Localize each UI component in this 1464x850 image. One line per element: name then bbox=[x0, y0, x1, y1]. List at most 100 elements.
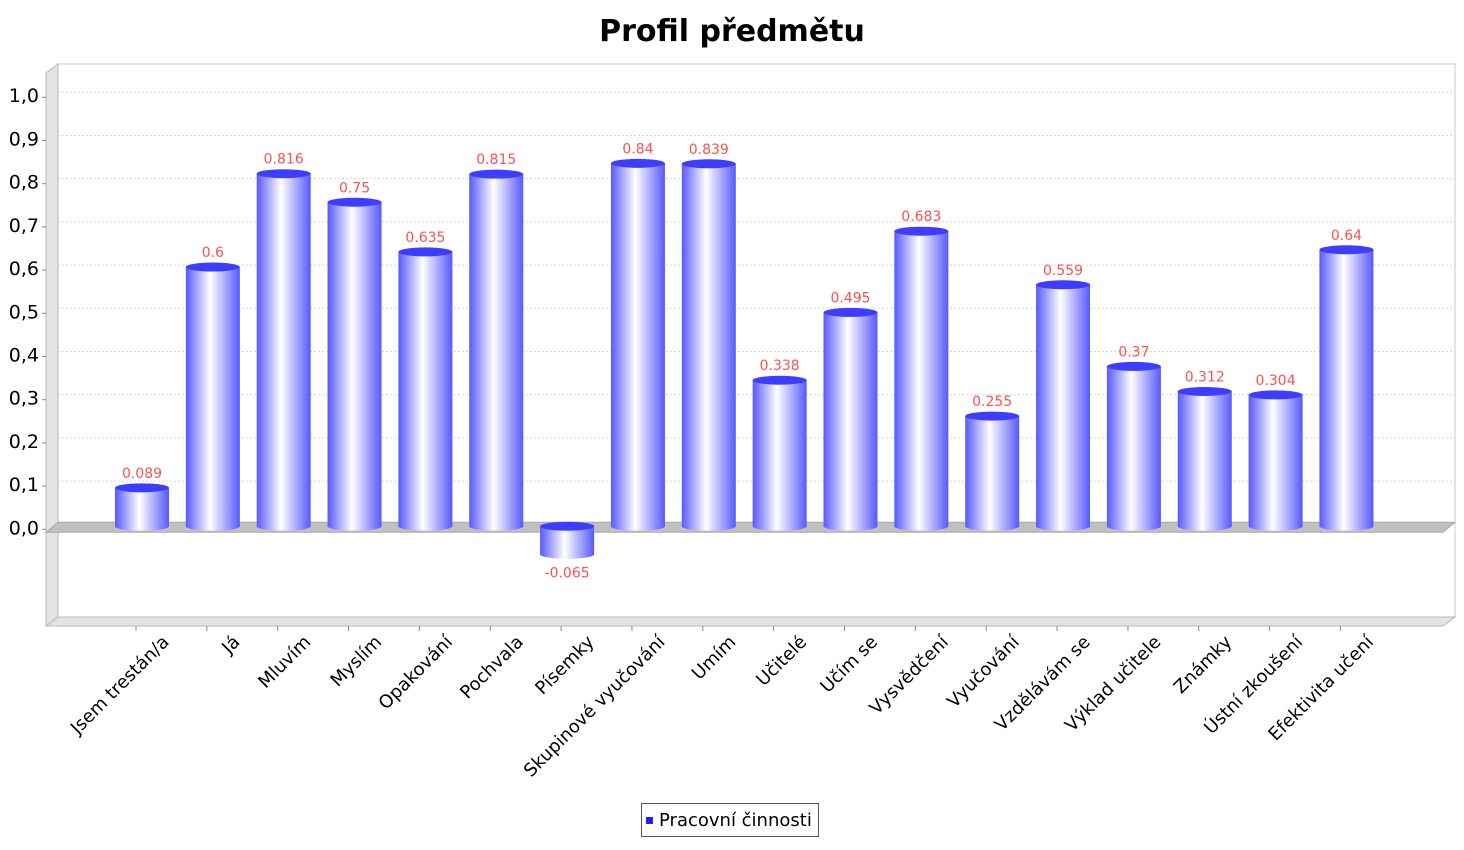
x-tick-label: Učím se bbox=[816, 632, 882, 698]
y-tick-label: 0,1 bbox=[9, 474, 39, 496]
x-tick-label: Myslím bbox=[327, 632, 386, 691]
bar-cap bbox=[1319, 245, 1374, 255]
bar-body bbox=[752, 380, 807, 527]
bar-base bbox=[469, 521, 524, 531]
bar-base bbox=[115, 521, 169, 531]
value-label: 0.37 bbox=[1118, 344, 1149, 360]
value-label: 0.635 bbox=[405, 230, 445, 246]
value-label: 0.338 bbox=[760, 358, 800, 374]
bar bbox=[1319, 245, 1374, 531]
bar-body bbox=[398, 251, 453, 527]
value-labels: 0.089 0.6 0.816 0.75 0.635 0.815 -0.065 0.84 0.8… bbox=[122, 141, 1362, 581]
value-label: 0.64 bbox=[1331, 228, 1362, 244]
y-tick-label: 0,7 bbox=[9, 215, 39, 237]
bar-cap bbox=[1248, 390, 1303, 400]
x-tick-label: Já bbox=[217, 632, 244, 659]
zero-plane bbox=[44, 521, 1457, 533]
bar-cap bbox=[965, 411, 1020, 421]
y-tick-label: 1,0 bbox=[9, 85, 39, 107]
y-tick-label: 0,2 bbox=[9, 431, 39, 453]
bar bbox=[540, 521, 595, 559]
value-label: 0.839 bbox=[689, 142, 729, 158]
value-label: 0.815 bbox=[476, 152, 516, 168]
bar-cap bbox=[540, 521, 595, 531]
value-label: 0.683 bbox=[901, 209, 941, 225]
bar bbox=[398, 247, 453, 531]
left-wall bbox=[45, 63, 59, 627]
bar-body bbox=[1036, 284, 1091, 527]
bar-cap bbox=[398, 247, 453, 257]
bar-base bbox=[681, 521, 736, 531]
bar-base bbox=[610, 521, 665, 531]
bar bbox=[752, 375, 807, 531]
bar-base bbox=[540, 549, 595, 559]
bar-base bbox=[1036, 521, 1091, 531]
bar bbox=[1036, 280, 1091, 531]
bar-cap bbox=[327, 197, 382, 207]
bar-cap bbox=[752, 375, 807, 385]
value-label: 0.255 bbox=[972, 394, 1012, 410]
value-label: 0.495 bbox=[830, 290, 870, 306]
bar-base bbox=[327, 521, 382, 531]
bar-base bbox=[1177, 521, 1232, 531]
y-axis: 0,0 0,1 0,2 0,3 0,4 0,5 0,6 0,7 0,8 0,9 1,0 bbox=[9, 85, 46, 539]
bar-base bbox=[752, 521, 807, 531]
value-label: 0.816 bbox=[264, 152, 304, 168]
bar bbox=[610, 158, 665, 531]
x-tick-label: Pochvala bbox=[456, 632, 528, 704]
bar-body bbox=[823, 312, 878, 527]
bar bbox=[327, 197, 382, 531]
bar-body bbox=[894, 231, 949, 527]
y-tick-label: 0,3 bbox=[9, 388, 39, 410]
bar-cap bbox=[1177, 386, 1232, 396]
bar bbox=[469, 169, 524, 531]
chart-title: Profil předmětu bbox=[599, 14, 865, 49]
bar bbox=[185, 262, 240, 531]
bar-base bbox=[823, 521, 878, 531]
x-tick-label: Opakování bbox=[375, 631, 458, 714]
bar-cap bbox=[894, 226, 949, 236]
y-tick-label: 0,9 bbox=[9, 128, 39, 150]
bar-body bbox=[469, 174, 524, 527]
value-label: 0.84 bbox=[622, 141, 653, 157]
bar-base bbox=[185, 521, 240, 531]
bar-cap bbox=[469, 169, 524, 179]
bar-base bbox=[894, 521, 949, 531]
bar-cap bbox=[823, 307, 878, 317]
bar bbox=[1248, 390, 1303, 531]
bar bbox=[965, 411, 1020, 531]
zero-plane-surface bbox=[44, 521, 1457, 533]
value-label: 0.304 bbox=[1256, 373, 1296, 389]
bar bbox=[1177, 386, 1232, 531]
bar-cap bbox=[1036, 280, 1091, 290]
bar bbox=[681, 159, 736, 531]
bar-body bbox=[1248, 394, 1303, 527]
bar-body bbox=[1177, 391, 1232, 527]
bar-base bbox=[1248, 521, 1303, 531]
bar-body bbox=[185, 267, 240, 527]
value-label: 0.6 bbox=[202, 245, 224, 261]
value-label: 0.75 bbox=[339, 180, 370, 196]
bar-cap bbox=[610, 158, 665, 168]
bar bbox=[115, 483, 169, 531]
bar-base bbox=[398, 521, 453, 531]
x-tick-label: Známky bbox=[1170, 631, 1237, 698]
bar-cap bbox=[115, 483, 169, 493]
bar-body bbox=[540, 526, 595, 555]
bar-cap bbox=[681, 159, 736, 169]
x-tick-label: Jsem trestán/a bbox=[66, 632, 174, 740]
bar-body bbox=[327, 202, 382, 527]
bar-base bbox=[1106, 521, 1161, 531]
bar-body bbox=[681, 163, 736, 527]
bar bbox=[256, 169, 311, 531]
y-tick-label: 0,6 bbox=[9, 258, 39, 280]
value-label: 0.089 bbox=[122, 466, 162, 482]
bar-body bbox=[115, 487, 169, 527]
bar bbox=[823, 307, 878, 531]
bars bbox=[115, 158, 1374, 559]
legend-label: Pracovní činnosti bbox=[659, 809, 812, 831]
bar-base bbox=[1319, 521, 1374, 531]
value-label: -0.065 bbox=[545, 565, 590, 581]
